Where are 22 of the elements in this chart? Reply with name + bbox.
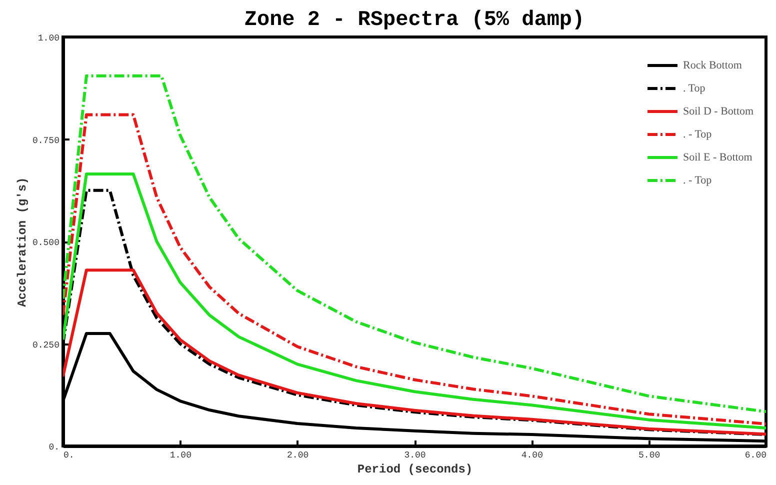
y-tick-label: 1.00 (38, 34, 60, 44)
x-tick-label: 0. (64, 450, 74, 460)
x-tick-label: 4.00 (521, 450, 543, 460)
line-series (63, 268, 766, 436)
x-tick-label: 1.00 (170, 450, 192, 460)
legend-label: . - Top (683, 174, 712, 186)
legend-label: . - Top (683, 128, 712, 140)
legend-label: Rock Bottom (683, 60, 742, 72)
y-tick-label: 0. (48, 442, 60, 452)
chart-title: Zone 2 - RSpectra (5% damp) (244, 9, 585, 32)
x-tick-label: 6.00 (744, 450, 766, 460)
y-tick-label: 0.500 (32, 238, 60, 248)
x-tick-label: 2.00 (287, 450, 309, 460)
x-tick-label: 3.00 (404, 450, 426, 460)
y-tick-label: 0.250 (32, 340, 60, 350)
x-tick-label: 5.00 (638, 450, 660, 460)
y-tick-label: 0.750 (32, 136, 60, 146)
legend-label: Soil D - Bottom (683, 106, 754, 118)
legend-label: Soil E - Bottom (683, 152, 753, 164)
x-axis-title: Period (seconds) (357, 462, 473, 476)
legend-label: . Top (683, 82, 706, 94)
y-axis-title: Acceleration (g's) (15, 177, 30, 307)
